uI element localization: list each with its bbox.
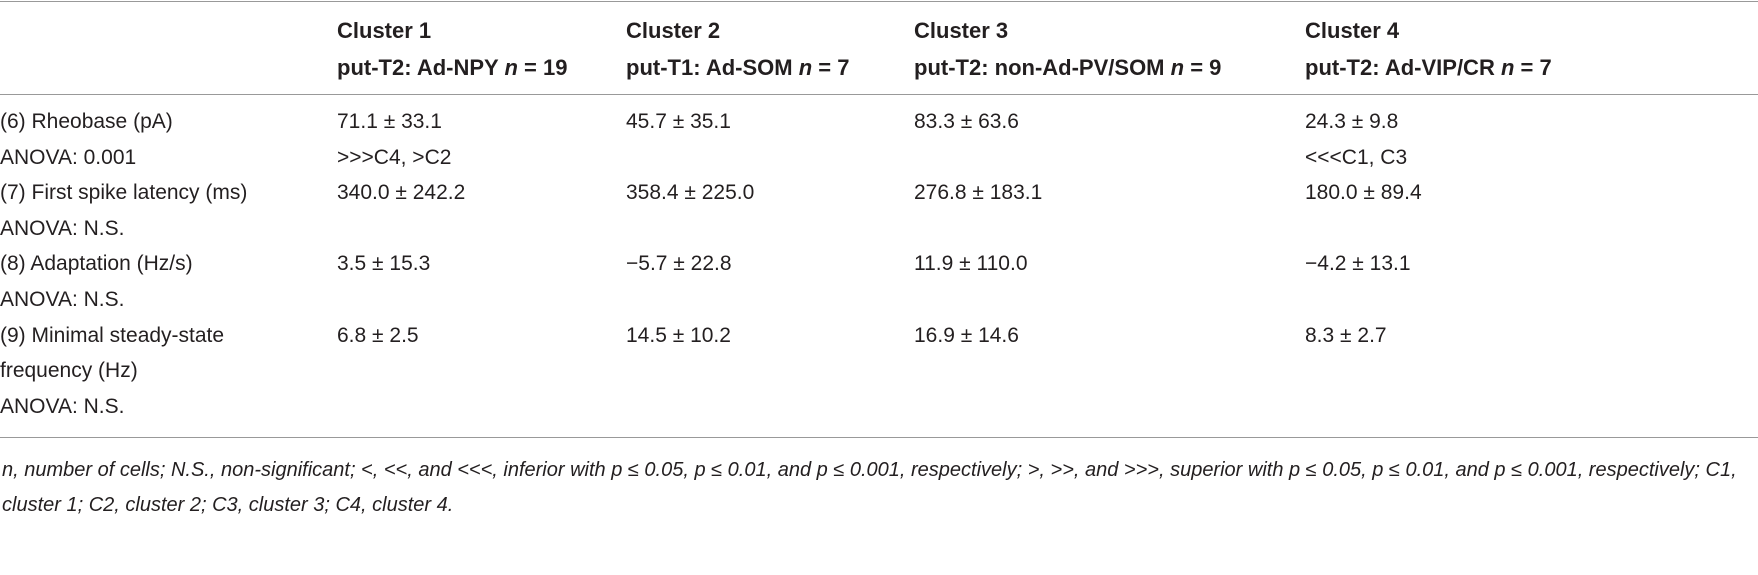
cell-count: = 19 <box>524 55 568 80</box>
data-cell: 45.7 ± 35.1 <box>626 104 914 175</box>
cell-count: = 7 <box>1520 55 1552 80</box>
data-cell: 6.8 ± 2.5 <box>337 318 626 425</box>
posthoc: >>>C4, >C2 <box>337 145 452 169</box>
data-cell: 71.1 ± 33.1 >>>C4, >C2 <box>337 104 626 175</box>
cell-value: 83.3 ± 63.6 <box>914 110 1019 133</box>
row-label: (8) Adaptation (Hz/s) <box>0 252 193 276</box>
cluster-subtitle: put-T2: Ad-VIP/CR n = 7 <box>1305 49 1758 86</box>
column-header: Cluster 2 put-T1: Ad-SOM n = 7 <box>626 12 914 86</box>
posthoc: <<<C1, C3 <box>1305 145 1408 169</box>
cell-value: 8.3 ± 2.7 <box>1305 323 1387 347</box>
anova-stat: ANOVA: N.S. <box>0 394 125 418</box>
anova-stat: ANOVA: N.S. <box>0 216 125 240</box>
data-cell: −4.2 ± 13.1 <box>1305 246 1758 317</box>
data-cell: 24.3 ± 9.8 <<<C1, C3 <box>1305 104 1758 175</box>
row-header: (9) Minimal steady-state frequency (Hz) A… <box>0 318 337 425</box>
column-header: Cluster 4 put-T2: Ad-VIP/CR n = 7 <box>1305 12 1758 86</box>
data-cell: −5.7 ± 22.8 <box>626 246 914 317</box>
column-header: Cluster 3 put-T2: non-Ad-PV/SOM n = 9 <box>914 12 1305 86</box>
cell-value: 45.7 ± 35.1 <box>626 110 731 133</box>
row-header: (6) Rheobase (pA) ANOVA: 0.001 <box>0 104 337 175</box>
n-symbol: n <box>798 55 813 80</box>
cluster-title: Cluster 3 <box>914 18 1009 43</box>
anova-stat: ANOVA: N.S. <box>0 287 125 311</box>
anova-stat: ANOVA: 0.001 <box>0 145 137 169</box>
table-row: (7) First spike latency (ms) ANOVA: N.S. 3… <box>0 175 1758 246</box>
subtitle-text: put-T1: Ad-SOM <box>626 55 793 80</box>
table-row: (6) Rheobase (pA) ANOVA: 0.001 71.1 ± 33.1… <box>0 104 1758 175</box>
cell-value: 24.3 ± 9.8 <box>1305 110 1399 133</box>
row-header: (7) First spike latency (ms) ANOVA: N.S. <box>0 175 337 246</box>
row-label: (6) Rheobase (pA) <box>0 110 173 133</box>
data-cell: 14.5 ± 10.2 <box>626 318 914 425</box>
cell-value: 3.5 ± 15.3 <box>337 252 431 276</box>
table-row: (8) Adaptation (Hz/s) ANOVA: N.S. 3.5 ± 15… <box>0 246 1758 317</box>
n-symbol: n <box>504 55 518 80</box>
cluster-title: Cluster 1 <box>337 18 432 43</box>
subtitle-text: put-T2: non-Ad-PV/SOM <box>914 55 1165 80</box>
cell-value: 180.0 ± 89.4 <box>1305 181 1422 205</box>
cell-value: 340.0 ± 242.2 <box>337 181 466 205</box>
data-cell: 276.8 ± 183.1 <box>914 175 1305 246</box>
cluster-title: Cluster 2 <box>626 18 721 43</box>
n-symbol: n <box>1170 55 1185 80</box>
data-cell: 16.9 ± 14.6 <box>914 318 1305 425</box>
cluster-title: Cluster 4 <box>1305 18 1400 43</box>
cell-value: −5.7 ± 22.8 <box>626 252 732 276</box>
cell-value: 276.8 ± 183.1 <box>914 181 1043 205</box>
cell-value: 11.9 ± 110.0 <box>914 252 1028 276</box>
cell-value: 358.4 ± 225.0 <box>626 181 755 205</box>
row-label: (7) First spike latency (ms) <box>0 181 248 205</box>
data-cell: 11.9 ± 110.0 <box>914 246 1305 317</box>
cluster-subtitle: put-T2: Ad-NPY n = 19 <box>337 49 626 86</box>
subtitle-text: put-T2: Ad-NPY <box>337 55 499 80</box>
corner <box>0 12 337 86</box>
table-row: (9) Minimal steady-state frequency (Hz) A… <box>0 318 1758 425</box>
cell-value: 16.9 ± 14.6 <box>914 323 1019 347</box>
cell-value: 71.1 ± 33.1 <box>337 110 442 133</box>
cluster-subtitle: put-T2: non-Ad-PV/SOM n = 9 <box>914 49 1305 86</box>
cell-count: = 9 <box>1190 55 1222 80</box>
data-cell: 180.0 ± 89.4 <box>1305 175 1758 246</box>
cell-count: = 7 <box>818 55 850 80</box>
data-cell: 83.3 ± 63.6 <box>914 104 1305 175</box>
column-header: Cluster 1 put-T2: Ad-NPY n = 19 <box>337 12 626 86</box>
cell-value: 6.8 ± 2.5 <box>337 323 419 347</box>
data-cell: 8.3 ± 2.7 <box>1305 318 1758 425</box>
footnote: n, number of cells; N.S., non-significan… <box>2 459 1737 517</box>
data-cell: 3.5 ± 15.3 <box>337 246 626 317</box>
n-symbol: n <box>1500 55 1515 80</box>
data-cell: 358.4 ± 225.0 <box>626 175 914 246</box>
data-cell: 340.0 ± 242.2 <box>337 175 626 246</box>
cell-value: −4.2 ± 13.1 <box>1305 252 1411 276</box>
subtitle-text: put-T2: Ad-VIP/CR <box>1305 55 1495 80</box>
table-body: (6) Rheobase (pA) ANOVA: 0.001 71.1 ± 33.1… <box>0 95 1758 439</box>
cell-value: 14.5 ± 10.2 <box>626 323 731 347</box>
row-header: (8) Adaptation (Hz/s) ANOVA: N.S. <box>0 246 337 317</box>
row-label: (9) Minimal steady-state frequency (Hz) <box>0 323 225 383</box>
cluster-subtitle: put-T1: Ad-SOM n = 7 <box>626 49 914 86</box>
